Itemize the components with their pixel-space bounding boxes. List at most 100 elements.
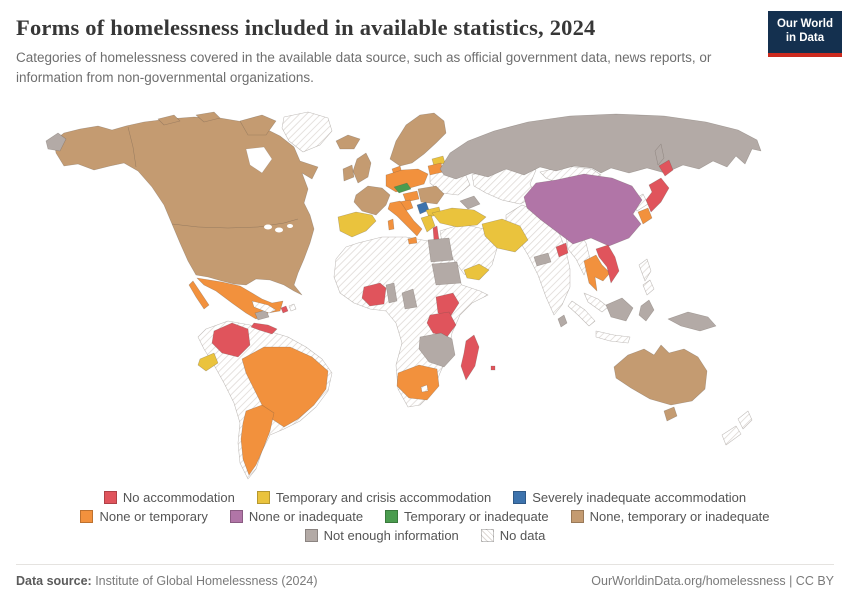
legend-item-none_or_temporary[interactable]: None or temporary — [80, 509, 208, 524]
region-japan-main[interactable] — [645, 177, 670, 213]
region-great-britain[interactable] — [352, 152, 372, 184]
region-madagascar[interactable] — [460, 334, 480, 381]
region-romania[interactable] — [417, 185, 445, 205]
legend-item-no_data[interactable]: No data — [480, 528, 546, 543]
region-sri-lanka[interactable] — [557, 314, 568, 328]
page-title: Forms of homelessness included in availa… — [16, 15, 596, 40]
region-honduras[interactable] — [254, 309, 270, 321]
hudson-bay — [245, 146, 273, 174]
region-ecuador[interactable] — [197, 352, 219, 372]
legend-item-temporary_or_inadequate[interactable]: Temporary or inadequate — [385, 509, 549, 524]
owid-logo[interactable]: Our World in Data — [767, 11, 842, 57]
legend-swatch-temporary_or_inadequate — [385, 510, 399, 523]
region-china[interactable] — [523, 173, 643, 247]
region-panama-costa-rica[interactable] — [250, 322, 278, 335]
legend-row: Not enough information No data — [304, 528, 546, 543]
legend-item-severely_inadequate[interactable]: Severely inadequate accommodation — [513, 490, 746, 505]
region-vietnam[interactable] — [595, 244, 620, 284]
region-malaysia[interactable] — [583, 292, 609, 313]
region-spain-portugal[interactable] — [337, 211, 377, 238]
legend-swatch-none_or_inadequate — [229, 510, 243, 523]
region-arctic-island-mid[interactable] — [195, 111, 221, 123]
region-colombia[interactable] — [211, 322, 251, 358]
region-yemen[interactable] — [463, 263, 490, 281]
region-mauritius[interactable] — [490, 365, 496, 371]
region-hungary[interactable] — [402, 190, 420, 203]
region-new-zealand-north[interactable] — [737, 410, 753, 430]
region-arctic-island-west[interactable] — [157, 114, 181, 126]
region-egypt[interactable] — [427, 237, 454, 263]
chart-header: Forms of homelessness included in availa… — [16, 14, 756, 89]
region-argentina-chile[interactable] — [240, 404, 275, 476]
legend-swatch-temporary_and_crisis — [256, 491, 270, 504]
legend-label-no_accommodation: No accommodation — [122, 490, 235, 505]
region-sicily[interactable] — [407, 236, 418, 245]
region-turkey[interactable] — [431, 207, 487, 228]
region-scandinavia[interactable] — [389, 112, 447, 167]
region-sumatra[interactable] — [567, 300, 596, 327]
legend-swatch-severely_inadequate — [513, 491, 527, 504]
region-russia[interactable] — [439, 113, 762, 180]
region-philippines-north[interactable] — [638, 258, 652, 282]
region-sakhalin[interactable] — [654, 143, 665, 166]
owid-credit-link[interactable]: OurWorldinData.org/homelessness | CC BY — [591, 574, 834, 588]
legend-label-no_data: No data — [499, 528, 546, 543]
region-new-zealand-south[interactable] — [721, 425, 742, 446]
region-south-africa[interactable] — [396, 364, 440, 401]
region-greenland[interactable] — [281, 111, 333, 153]
region-cuba[interactable] — [251, 300, 277, 314]
region-canada-usa[interactable] — [53, 116, 319, 296]
region-iran[interactable] — [481, 218, 529, 253]
region-thailand[interactable] — [583, 254, 611, 292]
legend-swatch-none_temporary_or_inadequate — [570, 510, 584, 523]
region-zambia-zimbabwe-mozambique[interactable] — [418, 332, 456, 368]
region-sardinia[interactable] — [387, 218, 395, 231]
region-nepal[interactable] — [533, 252, 552, 267]
region-lesotho[interactable] — [420, 384, 429, 393]
legend-item-no_accommodation[interactable]: No accommodation — [103, 490, 235, 505]
region-caucasus[interactable] — [459, 195, 481, 210]
region-greece[interactable] — [420, 214, 436, 233]
chart-footer: Data source: Institute of Global Homeles… — [16, 564, 834, 588]
region-philippines-south[interactable] — [642, 279, 655, 296]
region-sudan[interactable] — [431, 261, 462, 286]
region-borneo[interactable] — [605, 297, 634, 322]
region-baja-california[interactable] — [188, 280, 210, 310]
legend-row: No accommodation Temporary and crisis acc… — [103, 490, 746, 505]
legend-item-none_temporary_or_inadequate[interactable]: None, temporary or inadequate — [570, 509, 770, 524]
legend-label-not_enough_information: Not enough information — [323, 528, 459, 543]
legend-item-none_or_inadequate[interactable]: None or inadequate — [229, 509, 363, 524]
data-source: Data source: Institute of Global Homeles… — [16, 574, 318, 588]
legend-label-none_temporary_or_inadequate: None, temporary or inadequate — [589, 509, 770, 524]
region-israel[interactable] — [432, 225, 440, 242]
region-iceland[interactable] — [335, 134, 361, 150]
region-togo-benin[interactable] — [385, 282, 398, 304]
legend-item-temporary_and_crisis[interactable]: Temporary and crisis accommodation — [256, 490, 492, 505]
region-new-guinea[interactable] — [667, 311, 717, 332]
region-japan-hokkaido[interactable] — [658, 159, 674, 177]
region-cameroon[interactable] — [401, 288, 418, 310]
owid-logo-line2: in Data — [785, 32, 825, 45]
region-ivory-coast[interactable] — [361, 282, 387, 307]
region-tasmania[interactable] — [663, 406, 678, 422]
region-australia[interactable] — [613, 344, 708, 406]
region-kenya[interactable] — [435, 292, 460, 318]
region-baffin-island[interactable] — [239, 114, 277, 136]
owid-logo-line1: Our World — [776, 18, 833, 30]
region-france[interactable] — [353, 185, 391, 216]
region-haiti[interactable] — [280, 305, 289, 314]
region-chukotka[interactable] — [45, 132, 67, 152]
region-ireland[interactable] — [342, 164, 355, 182]
legend-label-none_or_temporary: None or temporary — [99, 509, 208, 524]
region-bangladesh[interactable] — [555, 242, 569, 258]
data-source-label: Data source: — [16, 574, 92, 588]
legend-label-temporary_and_crisis: Temporary and crisis accommodation — [275, 490, 492, 505]
region-south-korea[interactable] — [637, 207, 653, 225]
region-java[interactable] — [595, 330, 631, 344]
legend-swatch-not_enough_information — [304, 529, 318, 542]
region-sulawesi[interactable] — [638, 299, 655, 322]
region-austria[interactable] — [393, 182, 412, 194]
legend-item-not_enough_information[interactable]: Not enough information — [304, 528, 459, 543]
region-hispaniola-east[interactable] — [288, 303, 297, 312]
region-italy[interactable] — [387, 200, 423, 237]
